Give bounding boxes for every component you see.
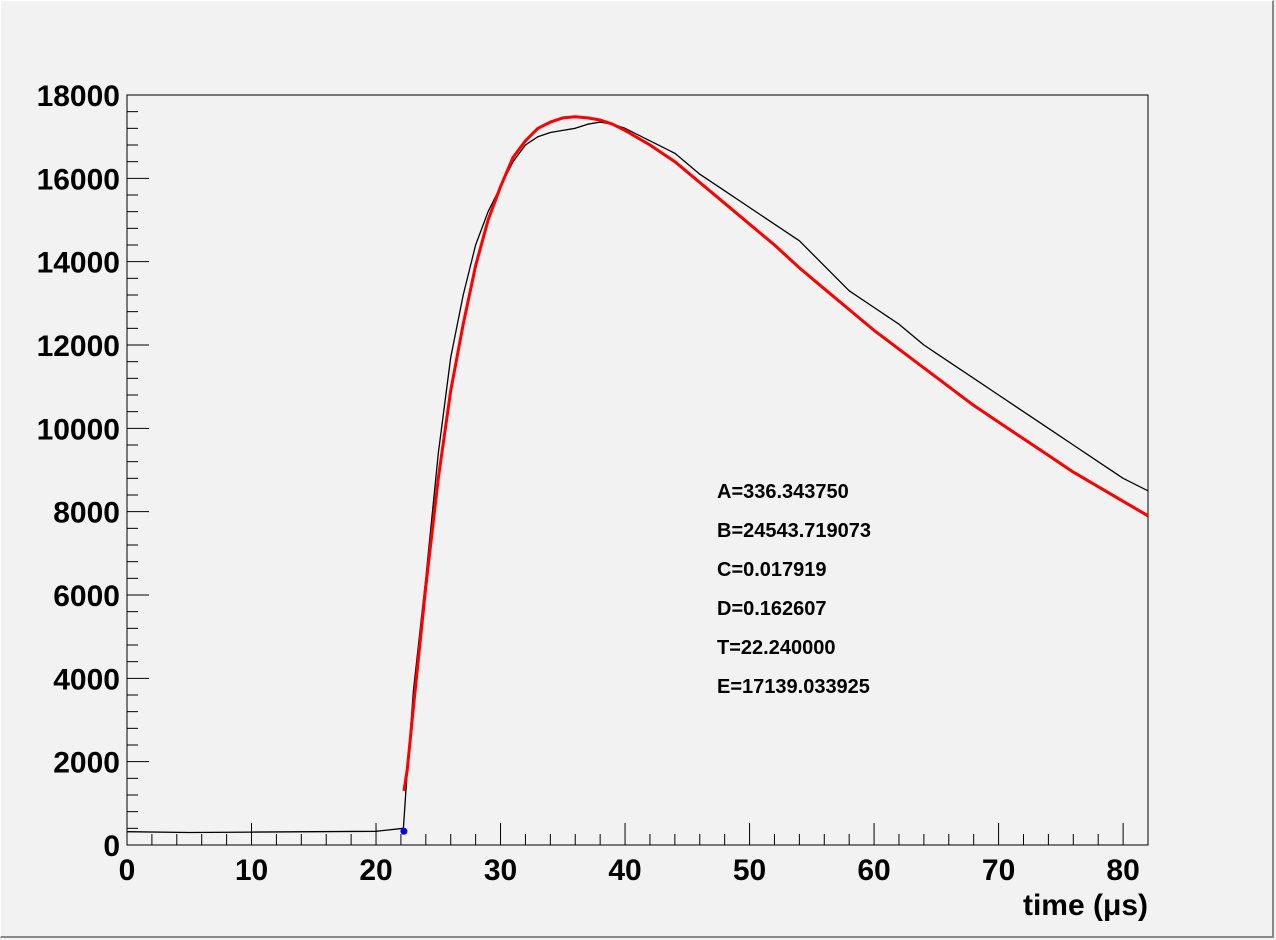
y-axis-ticks <box>127 94 149 846</box>
y-tick-label: 18000 <box>37 80 120 113</box>
y-tick-label: 10000 <box>37 413 120 446</box>
y-axis-tick-labels: 0 2000 4000 6000 8000 10000 12000 14000 16000 180… <box>37 80 120 863</box>
fit-parameter: C=0.017919 <box>717 559 827 581</box>
fit-parameter: B=24543.719073 <box>717 520 871 542</box>
y-tick-label: 14000 <box>37 247 120 280</box>
series-layer <box>126 115 1149 834</box>
x-tick-label: 80 <box>1106 854 1139 887</box>
plot-area <box>126 94 1149 846</box>
y-tick-label: 6000 <box>53 580 120 613</box>
x-tick-label: 70 <box>982 854 1015 887</box>
x-tick-label: 10 <box>235 854 268 887</box>
x-tick-label: 40 <box>608 854 641 887</box>
x-axis-tick-labels: 0 10 20 30 40 50 60 70 80 <box>119 854 1140 887</box>
fit-parameters: A=336.343750 B=24543.719073 C=0.017919 D=0.… <box>717 481 871 698</box>
y-tick-label: 4000 <box>53 663 120 696</box>
x-tick-label: 0 <box>119 854 136 887</box>
fit-parameter: D=0.162607 <box>717 598 827 620</box>
y-tick-label: 0 <box>103 830 120 863</box>
x-axis-ticks <box>126 823 1149 845</box>
y-tick-label: 2000 <box>53 747 120 780</box>
y-tick-label: 8000 <box>53 497 120 530</box>
y-tick-label: 16000 <box>37 163 120 196</box>
x-tick-label: 20 <box>359 854 392 887</box>
fit-parameter: T=22.240000 <box>717 637 835 659</box>
x-tick-label: 30 <box>484 854 517 887</box>
fit-parameter: A=336.343750 <box>717 481 849 503</box>
x-tick-label: 50 <box>733 854 766 887</box>
x-axis-title: time (μs) <box>1023 889 1148 922</box>
marker-layer <box>400 827 408 835</box>
fit-series-line <box>402 115 1149 792</box>
x-tick-label: 60 <box>857 854 890 887</box>
start-marker <box>400 827 408 835</box>
y-tick-label: 12000 <box>37 330 120 363</box>
fit-parameter: E=17139.033925 <box>717 676 870 698</box>
